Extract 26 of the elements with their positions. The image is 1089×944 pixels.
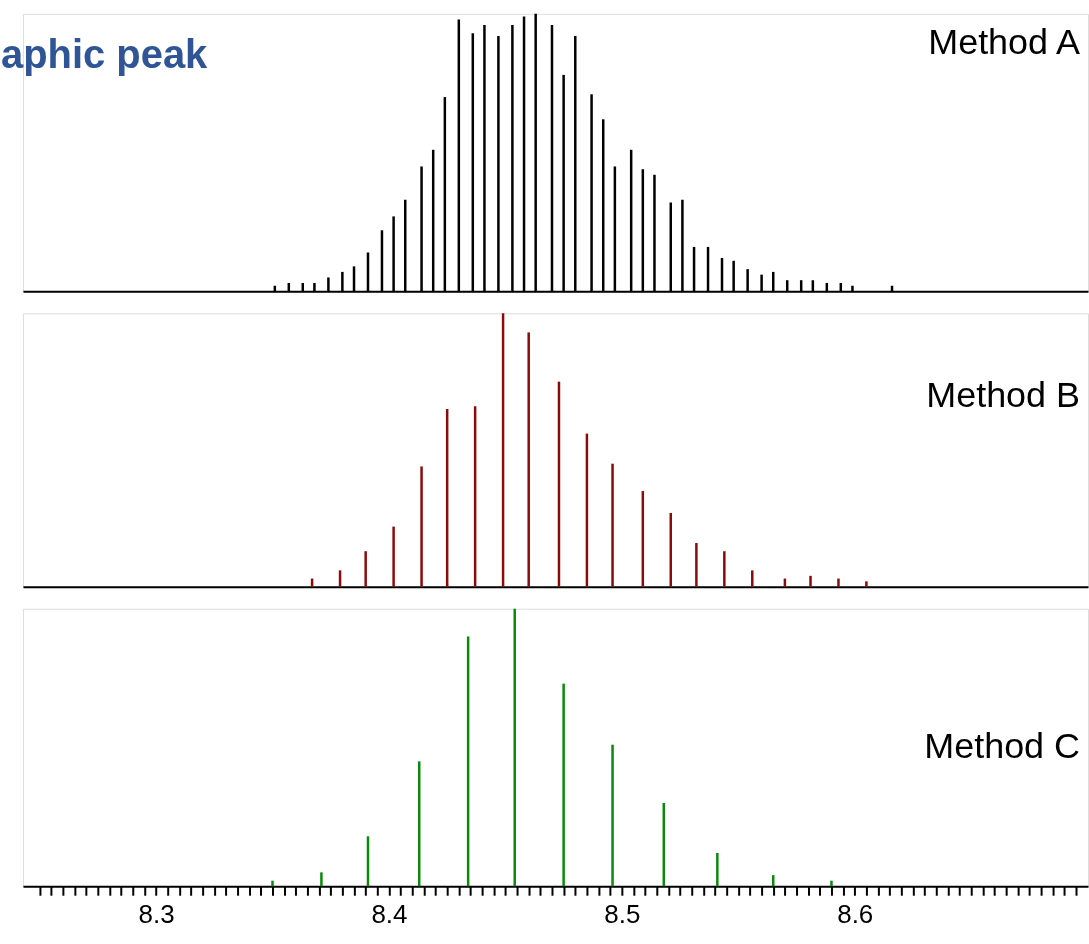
bar	[865, 581, 868, 587]
x-tick-label: 8.6	[837, 899, 874, 928]
bar	[809, 575, 812, 587]
bar	[527, 332, 530, 587]
text: Method A	[928, 20, 1081, 62]
bar	[420, 466, 423, 587]
bar	[611, 463, 614, 587]
text: Method B	[926, 374, 1081, 416]
bar	[716, 852, 719, 887]
bar	[611, 744, 614, 887]
x-tick-label: 8.4	[371, 899, 408, 928]
bar	[830, 880, 833, 887]
x-tick-label: 8.3	[138, 899, 175, 928]
bar	[320, 872, 323, 887]
bar	[364, 551, 367, 587]
bar	[751, 570, 754, 587]
bar	[513, 608, 516, 887]
bar	[392, 526, 395, 587]
chart-title: aphic peak	[1, 31, 209, 76]
bar	[271, 880, 274, 887]
x-tick-label: 8.5	[604, 899, 641, 928]
bar	[837, 578, 840, 587]
bar	[723, 551, 726, 587]
text: Method C	[924, 725, 1081, 767]
bar	[695, 543, 698, 587]
bar	[562, 683, 565, 887]
